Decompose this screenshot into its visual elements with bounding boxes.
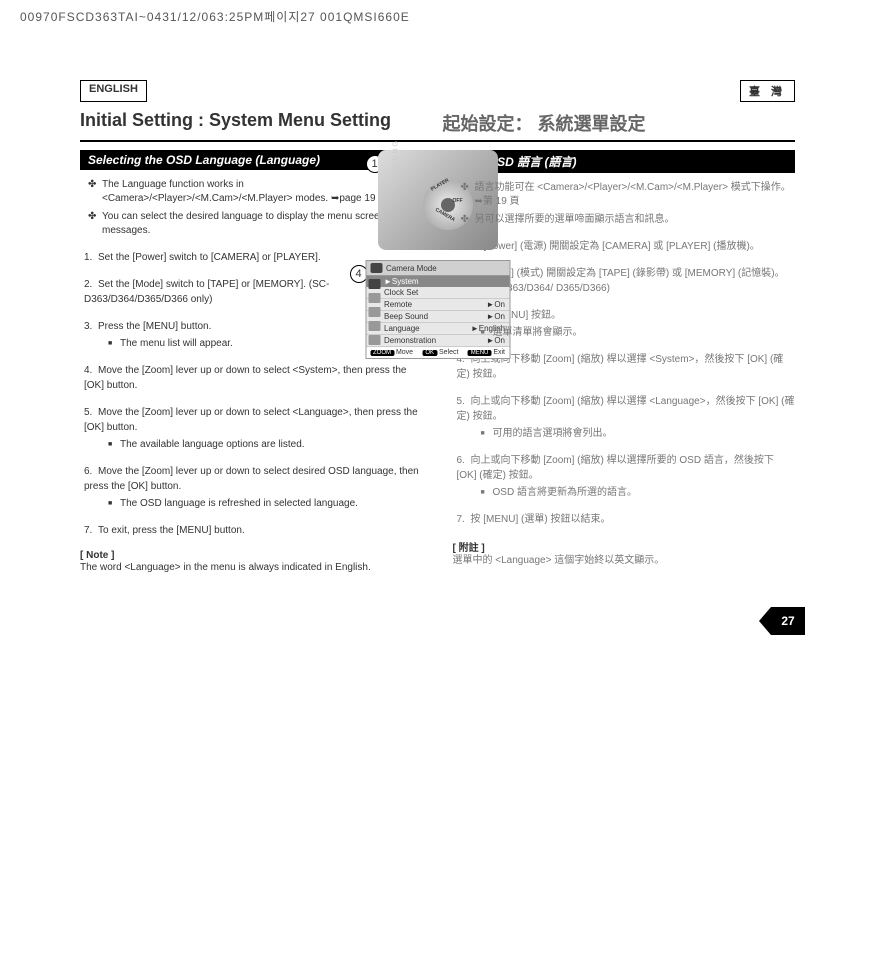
language-tags: ENGLISH 臺 灣 xyxy=(80,80,795,102)
column-left: Selecting the OSD Language (Language) Th… xyxy=(80,150,423,575)
note-right-title: [ 附註 ] xyxy=(453,539,796,554)
step-num: 6. xyxy=(457,453,471,468)
intro-left-2: You can select the desired language to d… xyxy=(88,210,423,238)
menu-val: ►On xyxy=(486,312,505,321)
menu-label: Language xyxy=(384,324,420,333)
step-right-1: 1.將 [Power] (電源) 開關設定為 [CAMERA] 或 [PLAYE… xyxy=(457,239,796,254)
menu-icon xyxy=(368,307,380,317)
step-left-6: 6.Move the [Zoom] lever up or down to se… xyxy=(84,464,423,511)
camera-icon xyxy=(370,263,382,273)
step-num: 3. xyxy=(84,319,98,334)
step-text: Move the [Zoom] lever up or down to sele… xyxy=(84,466,419,492)
menu-row: Remote ►On xyxy=(366,299,509,311)
step-left-7: 7.To exit, press the [MENU] button. xyxy=(84,523,423,538)
menu-icon xyxy=(368,321,380,331)
step-left-5: 5.Move the [Zoom] lever up or down to se… xyxy=(84,405,423,452)
menu-footer: ZOOM Move OK Select MENU Exit xyxy=(366,347,509,358)
note-right-text: 選單中的 <Language> 這個字始終以英文顯示。 xyxy=(453,554,796,568)
step-text: 將 [Power] (電源) 開關設定為 [CAMERA] 或 [PLAYER]… xyxy=(471,241,760,252)
menu-icon xyxy=(368,279,380,289)
step-right-7: 7.按 [MENU] (選單) 按鈕以結束。 xyxy=(457,512,796,527)
note-left-text: The word <Language> in the menu is alway… xyxy=(80,561,423,575)
step-text: Set the [Mode] switch to [TAPE] or [MEMO… xyxy=(84,279,329,305)
menu-title-text: Camera Mode xyxy=(386,264,437,273)
step-text: To exit, press the [MENU] button. xyxy=(98,525,245,536)
footer-exit: Exit xyxy=(493,349,505,356)
title-row: Initial Setting : System Menu Setting 起始… xyxy=(80,106,795,142)
menu-row: Beep Sound ►On xyxy=(366,311,509,323)
menu-side-icons xyxy=(368,279,380,345)
intro-right-1: 語言功能可在 <Camera>/<Player>/<M.Cam>/<M.Play… xyxy=(461,181,796,209)
menu-title: Camera Mode xyxy=(366,261,509,276)
menu-btn-icon: MENU xyxy=(468,350,492,356)
intro-left: The Language function works in <Camera>/… xyxy=(80,178,423,238)
intro-right-2: 另可以選擇所要的選單啼面顯示語言和訊息。 xyxy=(461,213,796,227)
step-text: Move the [Zoom] lever up or down to sele… xyxy=(84,365,407,391)
step-right-3-sub: 選單清單將會顯示。 xyxy=(481,325,796,340)
step-right-5-sub: 可用的語言選項將會列出。 xyxy=(481,426,796,441)
step-text: Press the [MENU] button. xyxy=(98,321,211,332)
step-right-6: 6.向上或向下移動 [Zoom] (縮放) 桿以選擇所要的 OSD 語言，然後按… xyxy=(457,453,796,500)
ok-btn-icon: OK xyxy=(422,350,437,356)
step-right-5: 5.向上或向下移動 [Zoom] (縮放) 桿以選擇 <Language>，然後… xyxy=(457,394,796,441)
menu-row: Clock Set xyxy=(366,287,509,299)
step-num: 2. xyxy=(84,277,98,292)
intro-left-1: The Language function works in <Camera>/… xyxy=(88,178,423,206)
step-num: 4. xyxy=(84,363,98,378)
step-num: 7. xyxy=(457,512,471,527)
step-right-6-sub: OSD 語言將更新為所選的語言。 xyxy=(481,485,796,500)
note-left-title: [ Note ] xyxy=(80,550,423,561)
lang-tag-taiwan: 臺 灣 xyxy=(740,80,795,102)
menu-icon xyxy=(368,335,380,345)
menu-val: ►On xyxy=(486,300,505,309)
menu-label: Beep Sound xyxy=(384,312,428,321)
footer-select: Select xyxy=(439,349,458,356)
menu-label: Demonstration xyxy=(384,336,436,345)
column-right: 選擇 OSD 語言 (語言) 語言功能可在 <Camera>/<Player>/… xyxy=(453,150,796,575)
step-num: 7. xyxy=(84,523,98,538)
section-header-right: 選擇 OSD 語言 (語言) xyxy=(453,150,796,173)
step-num: 1. xyxy=(84,250,98,265)
page: ENGLISH 臺 灣 Initial Setting : System Men… xyxy=(80,80,795,575)
menu-section: ►System xyxy=(366,276,509,287)
menu-label: Clock Set xyxy=(384,288,418,297)
step-num: 6. xyxy=(84,464,98,479)
osd-menu: Camera Mode ►System Clock Set Remote►On … xyxy=(365,260,510,359)
title-chinese: 起始設定： 系統選單設定 xyxy=(433,106,796,140)
lang-tag-english: ENGLISH xyxy=(80,80,147,102)
footer-move: Move xyxy=(396,349,413,356)
page-number: 27 xyxy=(771,607,805,635)
step-text: 向上或向下移動 [Zoom] (縮放) 桿以選擇所要的 OSD 語言，然後按下 … xyxy=(457,455,774,481)
step-text: 按 [MENU] (選單) 按鈕以結束。 xyxy=(471,514,611,525)
zoom-btn-icon: ZOOM xyxy=(370,350,394,356)
menu-label: Remote xyxy=(384,300,412,309)
step-num: 5. xyxy=(457,394,471,409)
menu-icon xyxy=(368,293,380,303)
title-english: Initial Setting : System Menu Setting xyxy=(80,106,433,140)
step-left-6-sub: The OSD language is refreshed in selecte… xyxy=(108,496,423,511)
step-left-5-sub: The available language options are liste… xyxy=(108,437,423,452)
intro-right: 語言功能可在 <Camera>/<Player>/<M.Cam>/<M.Play… xyxy=(453,181,796,227)
header-code: 00970FSCD363TAI~0431/12/063:25PM페이지27 00… xyxy=(20,8,410,25)
step-text: 向上或向下移動 [Zoom] (縮放) 桿以選擇 <Language>，然後按下… xyxy=(457,396,795,422)
step-left-4: 4.Move the [Zoom] lever up or down to se… xyxy=(84,363,423,393)
content-columns: Selecting the OSD Language (Language) Th… xyxy=(80,150,795,575)
step-text: Move the [Zoom] lever up or down to sele… xyxy=(84,407,418,433)
step-num: 5. xyxy=(84,405,98,420)
step-text: Set the [Power] switch to [CAMERA] or [P… xyxy=(98,252,321,263)
